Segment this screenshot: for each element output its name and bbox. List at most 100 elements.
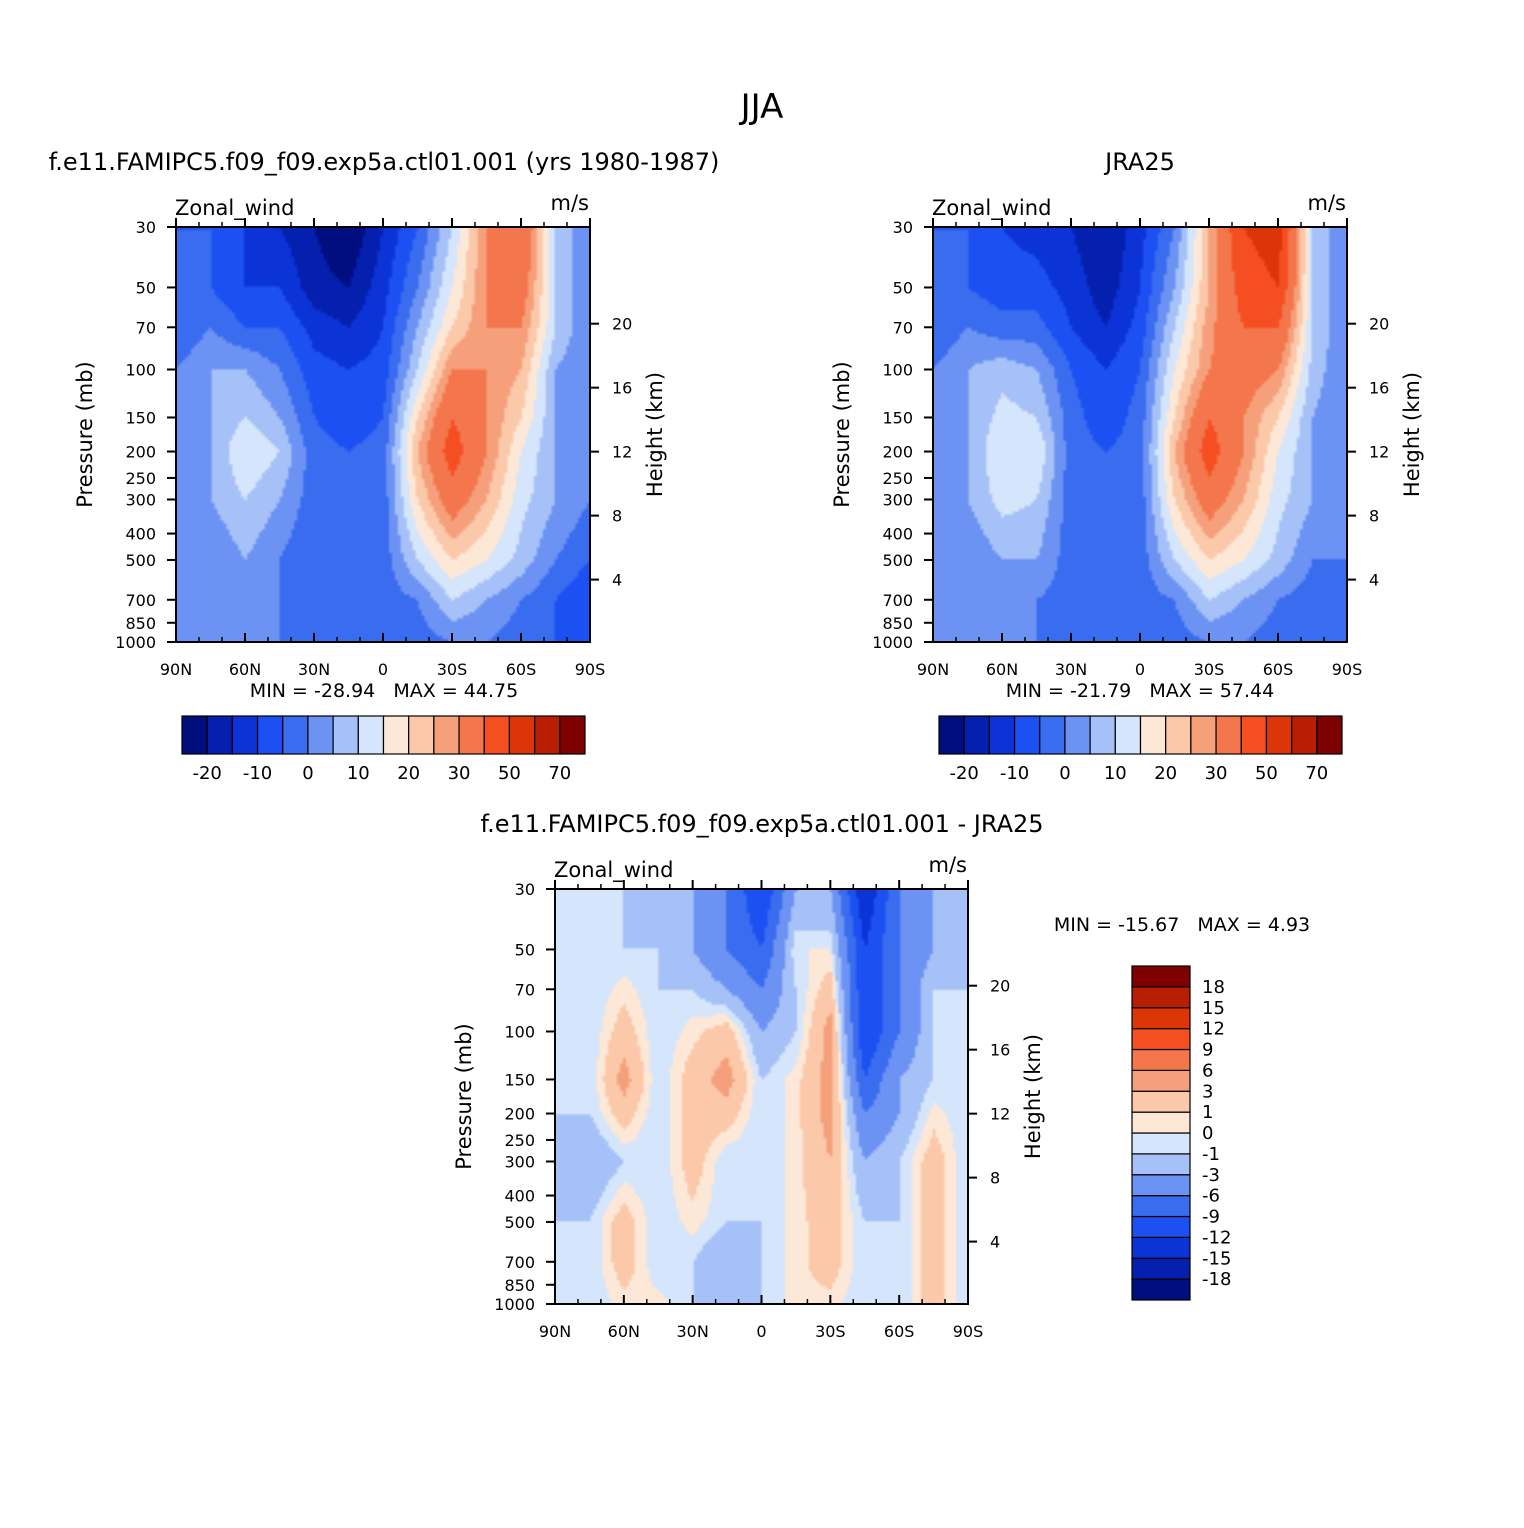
colorbar-label: 18: [1202, 977, 1225, 998]
colorbar-label: 20: [397, 763, 420, 784]
variable-label: Zonal_wind: [175, 196, 294, 221]
colorbar-label: -3: [1202, 1165, 1220, 1186]
colorbar-box: [307, 715, 334, 755]
y-axis-title: Pressure (mb): [452, 1023, 476, 1170]
height-tick-label: 4: [612, 571, 622, 590]
colorbar-box: [1064, 715, 1091, 755]
colorbar-box: [1131, 1257, 1191, 1280]
y-tick-label: 700: [504, 1253, 535, 1272]
y-tick-label: 150: [125, 408, 156, 427]
height-tick-label: 4: [990, 1233, 1000, 1252]
y-tick-label: 30: [515, 880, 535, 899]
units-label: m/s: [1308, 191, 1346, 215]
height-tick-label: 20: [612, 315, 632, 334]
x-tick-label: 60S: [1263, 660, 1294, 679]
x-tick-label: 90N: [917, 660, 949, 679]
height-tick-label: 16: [612, 379, 632, 398]
y-tick-label: 70: [136, 318, 156, 337]
colorbar-label: -15: [1202, 1248, 1231, 1269]
height-tick-label: 8: [990, 1169, 1000, 1188]
x-tick-label: 30N: [677, 1322, 709, 1341]
stat-max-label: MAX =: [1179, 914, 1262, 936]
min-max-stats: MIN = -21.79 MAX = 57.44: [1006, 680, 1274, 702]
colorbar-label: 10: [1104, 763, 1127, 784]
y-tick-label: 700: [125, 591, 156, 610]
min-max-stats: MIN = -15.67 MAX = 4.93: [1054, 914, 1310, 936]
stat-max: 4.93: [1262, 914, 1310, 936]
height-tick-label: 12: [990, 1105, 1010, 1124]
stat-min: -15.67: [1112, 914, 1179, 936]
colorbar-box: [1131, 1090, 1191, 1113]
units-label: m/s: [551, 191, 589, 215]
y-tick-label: 150: [504, 1070, 535, 1089]
y-axis-title-right: Height (km): [643, 372, 667, 497]
panel-difference: f.e11.FAMIPC5.f09_f09.exp5a.ctl01.001 - …: [452, 810, 1310, 1341]
stat-min-label: MIN =: [1054, 914, 1112, 936]
panel-title: JRA25: [1103, 148, 1175, 176]
x-tick-label: 90S: [575, 660, 606, 679]
variable-label: Zonal_wind: [932, 196, 1051, 221]
colorbar-label: -20: [949, 763, 978, 784]
y-tick-label: 100: [125, 360, 156, 379]
colorbar-label: 10: [347, 763, 370, 784]
height-tick-label: 8: [612, 507, 622, 526]
colorbar-box: [1131, 1215, 1191, 1238]
colorbar-box: [282, 715, 309, 755]
y-tick-label: 200: [504, 1105, 535, 1124]
colorbar-box: [938, 715, 965, 755]
colorbar-box: [1190, 715, 1217, 755]
colorbar-label: 70: [548, 763, 571, 784]
colorbar-box: [1265, 715, 1293, 755]
y-tick-label: 300: [882, 491, 913, 510]
units-label: m/s: [929, 853, 967, 877]
y-tick-label: 30: [136, 218, 156, 237]
colorbar-label: -1: [1202, 1144, 1220, 1165]
height-tick-label: 20: [1369, 315, 1389, 334]
colorbar-box: [408, 715, 435, 755]
colorbar-box: [1131, 1278, 1191, 1301]
min-max-stats: MIN = -28.94 MAX = 44.75: [250, 680, 518, 702]
colorbar-label: 6: [1202, 1060, 1213, 1081]
colorbar-label: -9: [1202, 1207, 1220, 1228]
stat-max-label: MAX =: [375, 680, 458, 702]
height-tick-label: 4: [1369, 571, 1379, 590]
height-tick-label: 12: [1369, 443, 1389, 462]
colorbar-box: [382, 715, 410, 755]
y-tick-label: 850: [882, 614, 913, 633]
colorbar-box: [1131, 1007, 1191, 1030]
x-tick-label: 30N: [1055, 660, 1087, 679]
panel-reanalysis: JRA25 Zonal_wind m/s 90N 60N 30N 0 30S 60S 90S 30 5…: [830, 148, 1424, 784]
colorbar-box: [1131, 1195, 1191, 1218]
colorbar-label: 9: [1202, 1040, 1213, 1061]
variable-label: Zonal_wind: [554, 858, 673, 883]
y-tick-label: 150: [882, 408, 913, 427]
y-tick-label: 70: [893, 318, 913, 337]
colorbar-box: [357, 715, 385, 755]
colorbar-label: -10: [1000, 763, 1029, 784]
colorbar-label: 20: [1154, 763, 1177, 784]
x-tick-label: 30S: [437, 660, 468, 679]
x-tick-label: 60N: [229, 660, 261, 679]
y-tick-label: 850: [504, 1276, 535, 1295]
colorbar-label: 50: [498, 763, 521, 784]
y-tick-label: 100: [882, 360, 913, 379]
colorbar-box: [963, 715, 990, 755]
stat-min: -28.94: [308, 680, 375, 702]
colorbar-box: [1131, 1111, 1191, 1134]
figure-title: JJA: [739, 87, 784, 127]
colorbar-box: [1291, 715, 1318, 755]
y-axis-title: Pressure (mb): [830, 361, 854, 508]
stat-min-label: MIN =: [1006, 680, 1064, 702]
x-tick-label: 0: [378, 660, 388, 679]
stat-max: 44.75: [458, 680, 518, 702]
contour-field: [176, 227, 590, 642]
y-tick-label: 70: [515, 980, 535, 999]
contour-field: [933, 227, 1347, 642]
colorbar-box: [1131, 1048, 1191, 1071]
colorbar-box: [1131, 1028, 1191, 1051]
height-tick-label: 20: [990, 977, 1010, 996]
colorbar-box: [181, 715, 208, 755]
colorbar-box: [1240, 715, 1268, 755]
y-tick-label: 400: [125, 525, 156, 544]
